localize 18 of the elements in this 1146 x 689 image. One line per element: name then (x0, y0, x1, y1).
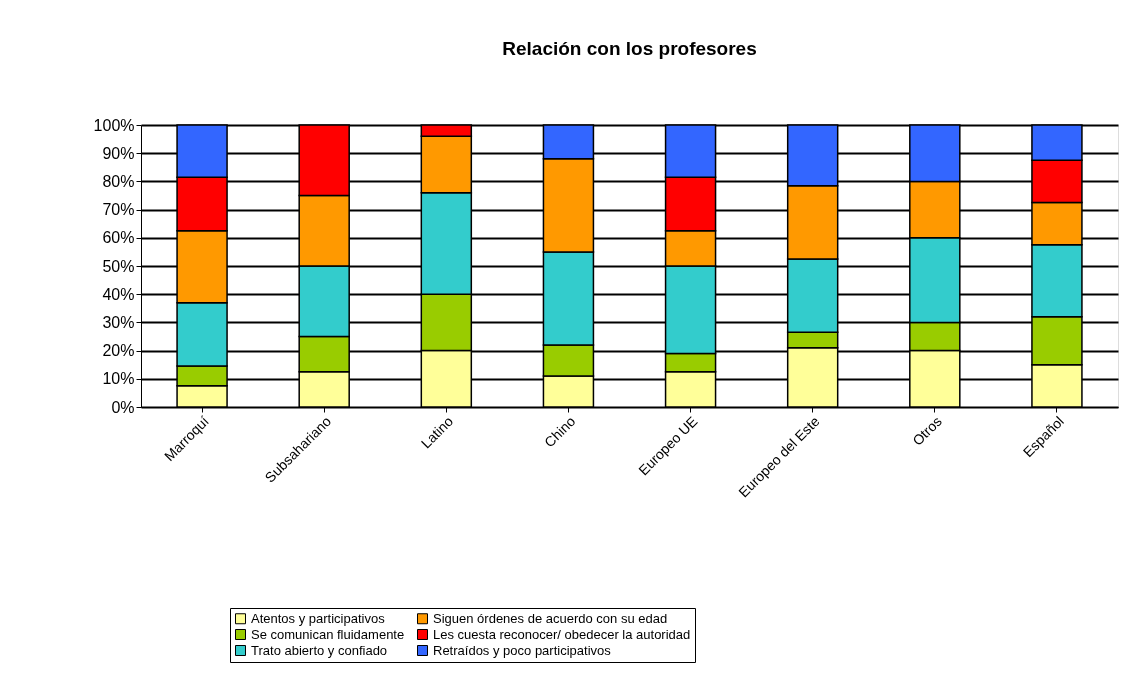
y-tick-label: 0% (111, 398, 135, 416)
y-tick-label: 60% (102, 229, 135, 247)
y-tick-label: 90% (102, 144, 135, 162)
chart-title: Relación con los profesores (502, 38, 757, 59)
legend-label: Retraídos y poco participativos (433, 642, 612, 658)
legend-label: Atentos y participativos (251, 610, 386, 626)
legend-label: Siguen órdenes de acuerdo con su edad (433, 610, 668, 626)
legend-label: Trato abierto y confiado (251, 642, 388, 658)
y-tick-label: 70% (102, 201, 135, 219)
legend-label: Se comunican fluidamente (251, 626, 405, 642)
y-tick-label: 80% (102, 172, 135, 190)
y-tick-label: 40% (102, 285, 135, 303)
y-tick-label: 20% (102, 342, 135, 360)
y-tick-label: 10% (102, 370, 135, 388)
y-tick-label: 100% (93, 116, 135, 134)
y-tick-label: 50% (102, 257, 135, 275)
legend-label: Les cuesta reconocer/ obedecer la autoridad (433, 626, 691, 642)
y-tick-label: 30% (102, 313, 135, 331)
